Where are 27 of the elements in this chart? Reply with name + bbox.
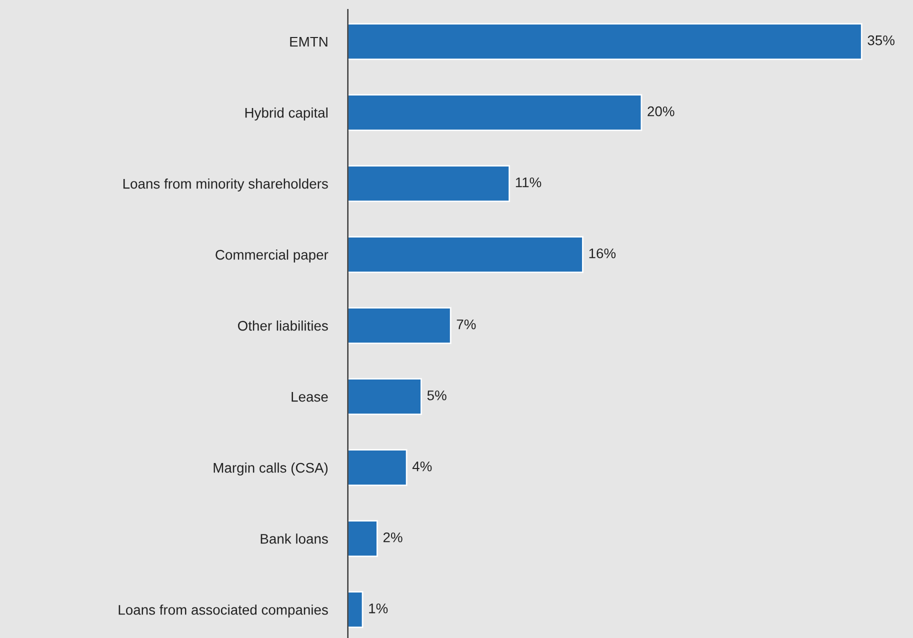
data-label: 2% <box>383 532 402 542</box>
data-label: 11% <box>516 177 542 188</box>
y-tick-label: Margin calls (CSA) <box>214 462 328 476</box>
bar <box>348 591 364 628</box>
y-tick-label: Loans from associated companies <box>118 604 328 618</box>
y-tick-label: Other liabilities <box>238 320 328 331</box>
bar <box>348 23 862 60</box>
data-label: 4% <box>412 462 432 472</box>
bar <box>348 236 584 273</box>
data-label: 1% <box>369 604 388 614</box>
data-label: 7% <box>456 320 476 330</box>
data-label: 20% <box>648 106 674 116</box>
y-tick-label: Loans from minority shareholders <box>123 178 328 192</box>
bar <box>348 378 422 416</box>
data-label: 35% <box>868 35 894 46</box>
bar <box>348 165 510 202</box>
y-tick-label: Hybrid capital <box>245 108 328 120</box>
y-tick-label: Commercial paper <box>216 250 328 262</box>
bar <box>348 307 452 344</box>
data-label: 5% <box>427 390 446 400</box>
bar <box>348 94 642 131</box>
bar <box>348 520 378 558</box>
y-tick-label: Lease <box>292 392 328 402</box>
data-label: 16% <box>589 248 616 258</box>
y-tick-label: Bank loans <box>260 534 328 544</box>
bar <box>348 449 408 486</box>
y-tick-label: EMTN <box>290 37 328 47</box>
